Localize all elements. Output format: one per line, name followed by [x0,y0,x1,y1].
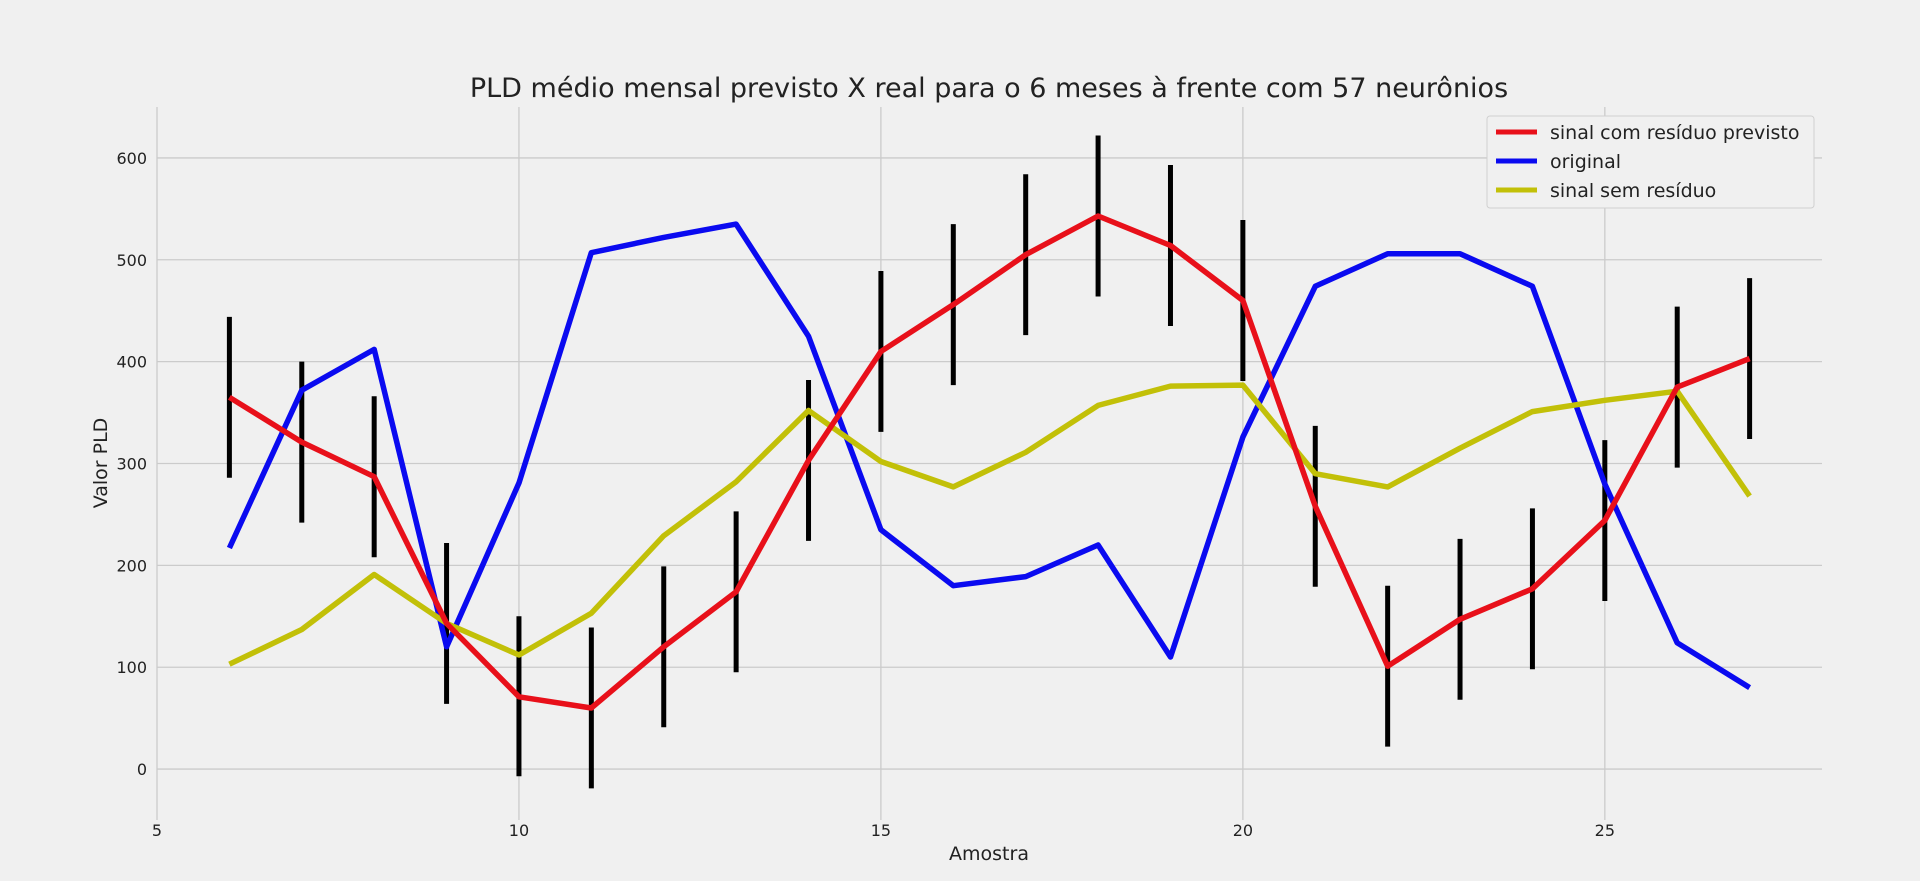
y-tick-label: 400 [116,353,147,372]
legend-label: sinal com resíduo previsto [1550,122,1799,144]
chart-title: PLD médio mensal previsto X real para o … [470,73,1508,104]
y-tick-label: 100 [116,658,147,677]
series-line [228,382,1752,667]
x-tick-label: 10 [509,821,529,840]
x-axis-label: Amostra [949,843,1029,865]
plot-area: 0 100 200 300 400 500 600 5 10 15 20 25 [116,107,1822,840]
x-tick-label: 20 [1233,821,1253,840]
legend-label: original [1550,151,1621,173]
y-tick-label: 300 [116,455,147,474]
y-axis-label: Valor PLD [90,418,112,509]
series-line [226,221,1752,690]
series-line [227,213,1751,711]
x-tick-label: 5 [152,821,162,840]
legend-label: sinal sem resíduo [1550,180,1716,202]
y-tick-label: 600 [116,149,147,168]
y-tick-label: 200 [116,556,147,575]
x-tick-label: 15 [871,821,891,840]
legend-frame [1486,115,1815,209]
x-tick-label: 25 [1595,821,1615,840]
legend: sinal com resíduo previsto original sinal … [1486,115,1815,209]
y-tick-label: 500 [116,251,147,270]
y-tick-label: 0 [137,760,147,779]
